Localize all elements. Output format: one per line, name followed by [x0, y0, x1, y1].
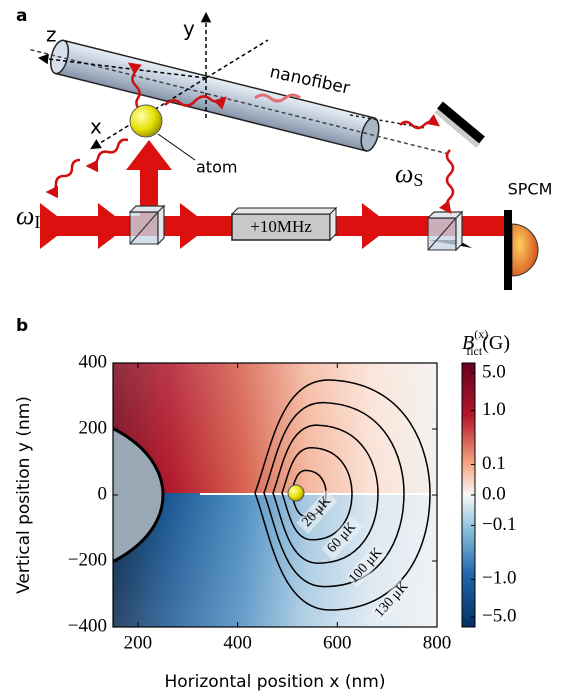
contour-label-bg [345, 544, 387, 588]
chart: b B(x) fict(G) Horizontal position x (nm)… [14, 316, 516, 692]
detector: SPCM [504, 180, 553, 290]
contour-label-bg [321, 516, 363, 560]
nanofiber [30, 39, 448, 155]
photon [45, 62, 455, 215]
colorbar-tick-label: −1.0 [482, 568, 516, 589]
y-tick-label: 200 [79, 417, 108, 438]
frequency-label: ωI [16, 201, 40, 232]
panel-label: b [16, 316, 28, 336]
colorbar-tick-label: 0.1 [482, 453, 506, 474]
mirror [434, 109, 480, 148]
y-tick-label: 0 [98, 483, 108, 504]
y-tick-label: −400 [68, 615, 107, 636]
leader-line [157, 133, 196, 161]
axis-label: y [183, 17, 195, 41]
y-tick-label: 400 [79, 351, 108, 372]
x-tick-label: 400 [223, 632, 252, 653]
colorbar-tick-label: 0.0 [482, 483, 506, 504]
colorbar-tick-label: 5.0 [482, 361, 506, 382]
x-tick-label: 600 [323, 632, 352, 653]
diagram: a +10MHz SPCM [16, 6, 552, 290]
panel-label: a [16, 6, 27, 26]
detector-label: SPCM [508, 180, 553, 199]
shifter-label: +10MHz [250, 217, 312, 236]
x-tick-label: 800 [423, 632, 452, 653]
fiber-label: nanofiber [268, 62, 352, 98]
colorbar-tick-label: −5.0 [482, 605, 516, 626]
beam-splitter [128, 204, 464, 252]
contour-line [272, 424, 379, 564]
colorbar-title: B(x) fict(G) [462, 327, 510, 358]
y-axis-label: Vertical position y (nm) [14, 396, 34, 594]
contour-label-bg [371, 578, 413, 622]
x-axis-label: Horizontal position x (nm) [164, 672, 385, 692]
contour-line [263, 401, 405, 588]
x-tick-label: 200 [124, 632, 153, 653]
colorbar-tick-label: 1.0 [482, 399, 506, 420]
guided-photon [254, 93, 301, 103]
heatmap [113, 363, 437, 627]
colorbar-tick-label: −0.1 [482, 514, 516, 535]
y-tick-label: −200 [68, 549, 107, 570]
axis-label: x [90, 115, 102, 139]
frequency-shifter: +10MHz [230, 206, 338, 242]
contour-label-bg [296, 490, 338, 534]
frequency-label: ωS [395, 159, 423, 190]
atom [129, 104, 163, 138]
axis-label: z [46, 23, 57, 47]
atom [287, 484, 305, 502]
contour-line [254, 379, 431, 611]
beam-path [349, 114, 426, 129]
fiber-cross-section [113, 426, 165, 564]
contour-line [281, 447, 353, 541]
mirror [437, 101, 485, 144]
atom-label: atom [196, 158, 237, 177]
